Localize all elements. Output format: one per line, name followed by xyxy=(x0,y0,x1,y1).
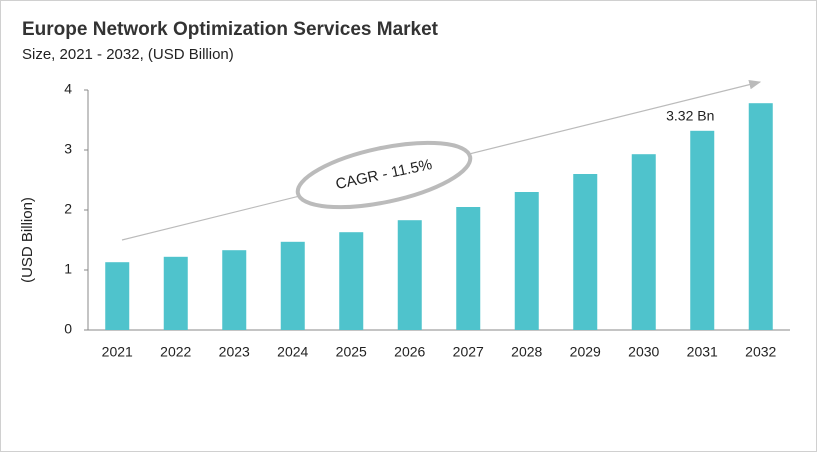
bar xyxy=(397,220,422,330)
y-tick-label: 2 xyxy=(64,201,72,217)
bar xyxy=(573,174,598,330)
bar xyxy=(339,232,364,330)
x-tick-label: 2022 xyxy=(160,344,191,360)
x-tick-label: 2025 xyxy=(336,344,367,360)
y-tick-label: 1 xyxy=(64,261,72,277)
chart-subtitle: Size, 2021 - 2032, (USD Billion) xyxy=(22,46,234,63)
chart-title: Europe Network Optimization Services Mar… xyxy=(22,19,439,40)
y-axis-label: (USD Billion) xyxy=(19,197,36,283)
y-tick-label: 3 xyxy=(64,141,72,157)
cagr-ellipse xyxy=(295,140,473,210)
bar xyxy=(222,250,247,330)
x-tick-label: 2026 xyxy=(394,344,425,360)
y-tick-label: 4 xyxy=(64,81,72,97)
bar xyxy=(514,192,539,330)
bar xyxy=(456,207,481,330)
x-tick-label: 2027 xyxy=(453,344,484,360)
value-label: 3.32 Bn xyxy=(666,108,714,124)
x-tick-label: 2031 xyxy=(687,344,718,360)
bar xyxy=(631,154,656,330)
x-tick-label: 2023 xyxy=(219,344,250,360)
x-tick-label: 2028 xyxy=(511,344,542,360)
x-tick-label: 2021 xyxy=(102,344,133,360)
bar xyxy=(163,256,188,330)
x-tick-label: 2024 xyxy=(277,344,308,360)
x-tick-label: 2032 xyxy=(745,344,776,360)
x-tick-label: 2029 xyxy=(570,344,601,360)
bar xyxy=(105,262,130,330)
bar xyxy=(690,130,715,330)
bar xyxy=(280,241,305,330)
bar xyxy=(748,103,773,330)
y-tick-label: 0 xyxy=(64,321,72,337)
x-tick-label: 2030 xyxy=(628,344,659,360)
